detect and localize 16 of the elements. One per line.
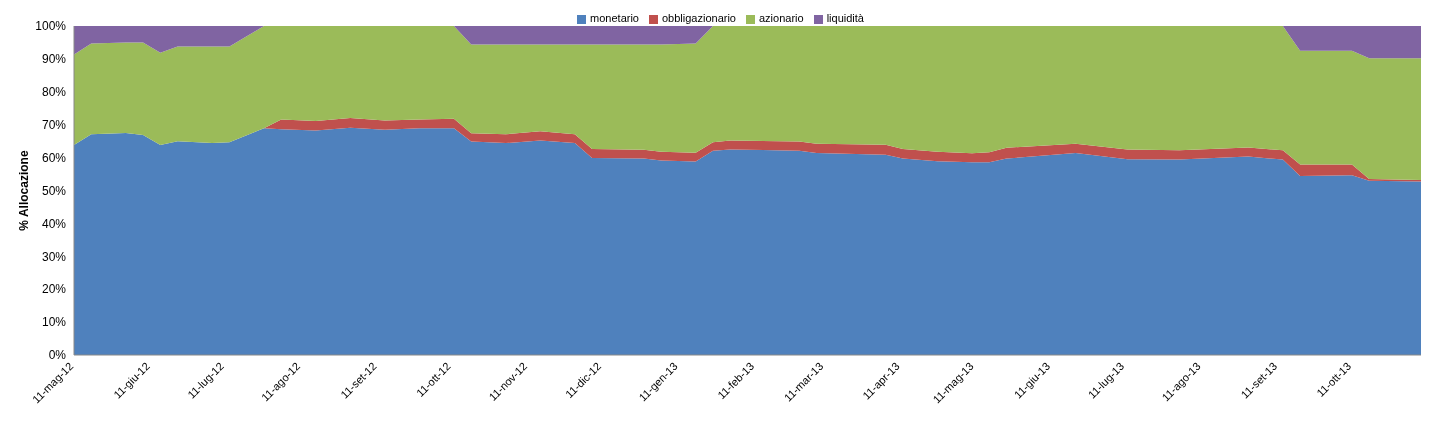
legend-label: azionario — [758, 12, 804, 24]
y-tick-label: 10% — [41, 315, 67, 330]
y-tick-label: 90% — [41, 52, 67, 67]
y-tick-label: 40% — [41, 216, 67, 231]
y-tick-label: 60% — [41, 150, 67, 165]
y-tick-label: 30% — [41, 249, 67, 264]
y-tick-label: 100% — [35, 19, 67, 34]
y-tick-label: 80% — [41, 85, 67, 100]
y-tick-label: 70% — [41, 117, 67, 132]
y-tick-label: 50% — [41, 183, 67, 198]
y-tick-label: 0% — [48, 348, 67, 363]
legend-label: liquidità — [826, 12, 864, 24]
legend-label: monetario — [590, 12, 639, 24]
legend-label: obbligazionario — [661, 12, 736, 24]
y-axis-title: % Allocazione — [17, 150, 32, 231]
y-tick-label: 20% — [41, 282, 67, 297]
